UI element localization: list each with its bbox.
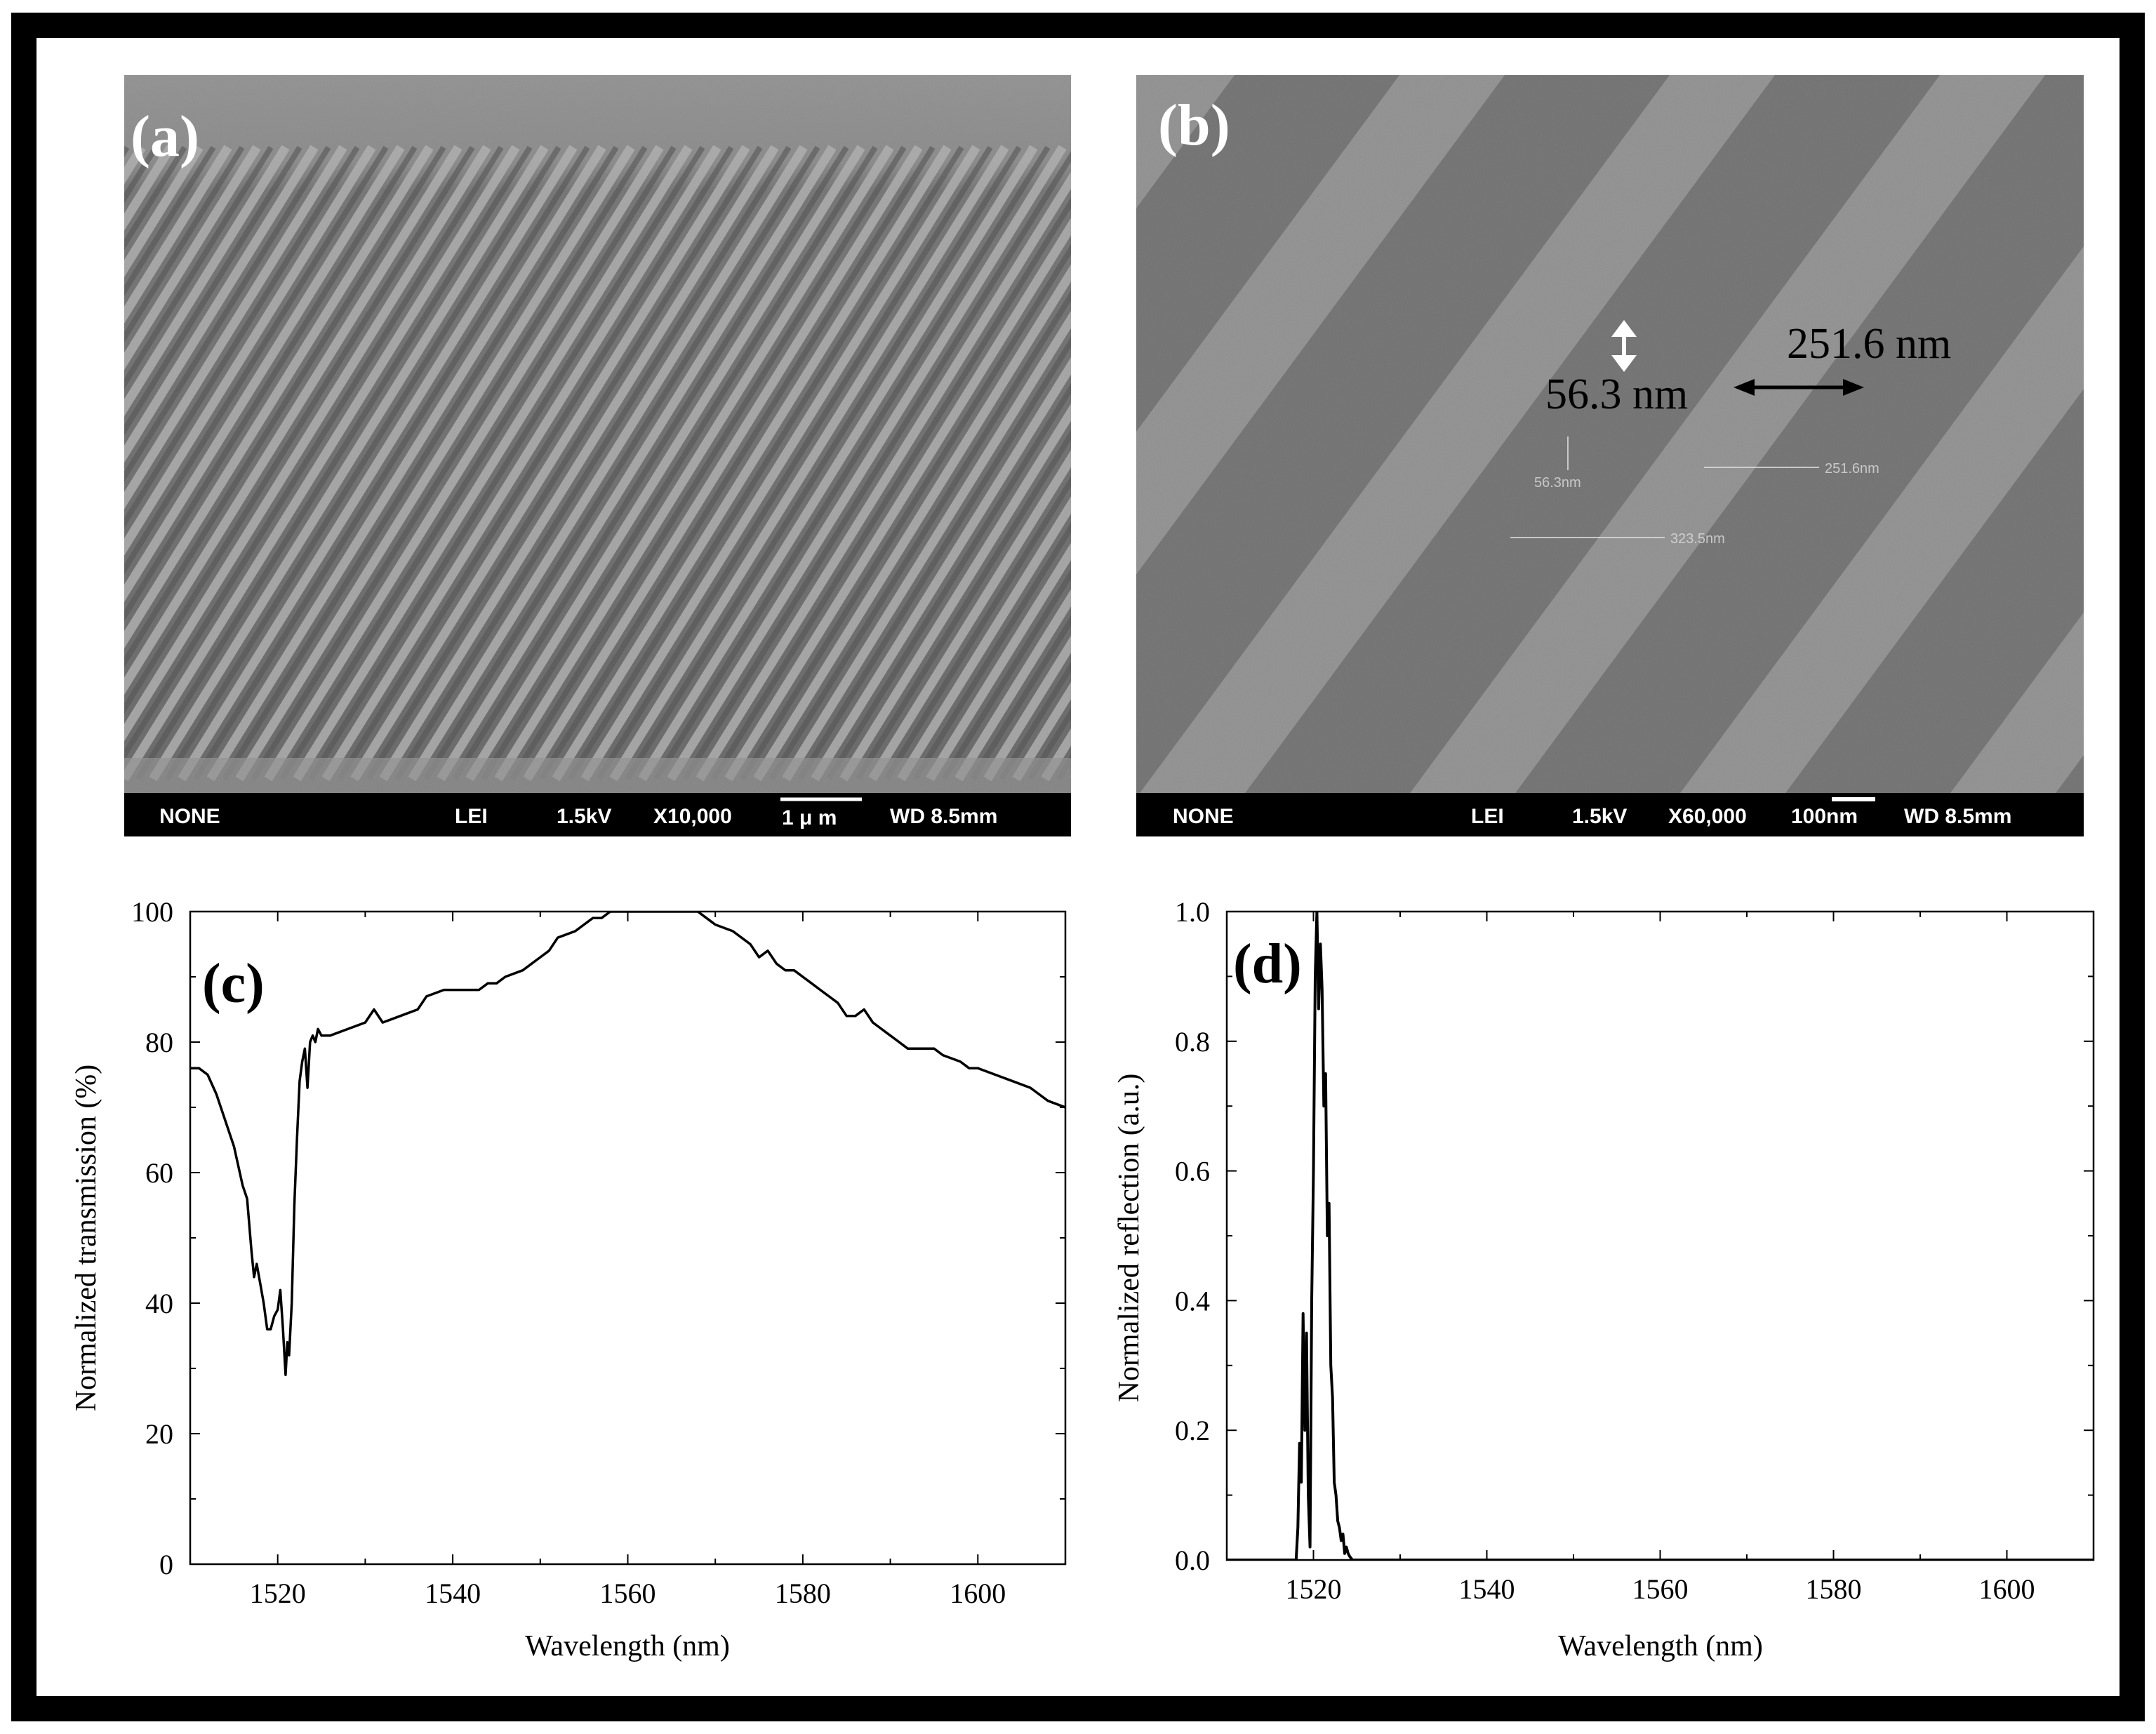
panel-a-sem-image: NONE LEI 1.5kV X10,000 1 μ m WD 8.5mm (a… bbox=[124, 75, 1071, 836]
sem-info-bar-a bbox=[124, 793, 1071, 836]
y-tick-label: 20 bbox=[145, 1418, 173, 1450]
chart-c-y-axis-label: Normalized transmission (%) bbox=[70, 1065, 102, 1412]
sem-magnification-a: X10,000 bbox=[653, 805, 732, 828]
x-tick-label: 1540 bbox=[425, 1578, 481, 1609]
x-tick-label: 1580 bbox=[775, 1578, 831, 1609]
figure-frame bbox=[11, 13, 2145, 1721]
x-tick-label: 1600 bbox=[1979, 1573, 2035, 1605]
y-tick-label: 0.0 bbox=[1175, 1545, 1210, 1576]
faint-period-label: 251.6nm bbox=[1825, 461, 1879, 476]
x-tick-label: 1520 bbox=[1286, 1573, 1342, 1605]
sem-detector-b: NONE bbox=[1173, 805, 1234, 828]
chart-c: 1520 1540 1560 1580 1600 0 20 40 60 80 100 (c) Wav… bbox=[70, 896, 1067, 1662]
y-tick-label: 1.0 bbox=[1175, 896, 1210, 928]
sem-working-distance-a: WD 8.5mm bbox=[890, 805, 997, 828]
y-tick-label: 0.2 bbox=[1175, 1415, 1210, 1446]
x-tick-label: 1560 bbox=[1632, 1573, 1689, 1605]
x-tick-label: 1580 bbox=[1806, 1573, 1862, 1605]
scale-text-b: 100nm bbox=[1791, 805, 1858, 828]
chart-d: 1520 1540 1560 1580 1600 0.0 0.2 0.4 0.6 0.8 1.0 (… bbox=[1113, 896, 2095, 1662]
transmission-series-line bbox=[190, 912, 1065, 1377]
period-dimension-arrow bbox=[1734, 379, 1864, 396]
faint-width-label: 323.5nm bbox=[1670, 531, 1725, 547]
sem-mode-b: LEI bbox=[1471, 805, 1504, 828]
y-tick-label: 40 bbox=[145, 1288, 173, 1319]
y-tick-label: 0.8 bbox=[1175, 1026, 1210, 1058]
chart-c-axes: 1520 1540 1560 1580 1600 0 20 40 60 80 100 bbox=[131, 896, 1067, 1609]
panel-label-c: (c) bbox=[202, 953, 265, 1015]
x-tick-label: 1540 bbox=[1459, 1573, 1515, 1605]
scale-text-a: 1 μ m bbox=[782, 806, 837, 829]
chart-d-axes: 1520 1540 1560 1580 1600 0.0 0.2 0.4 0.6 0.8 1.0 bbox=[1175, 896, 2095, 1605]
height-dimension-label: 56.3 nm bbox=[1545, 371, 1688, 418]
faint-height-label: 56.3nm bbox=[1534, 475, 1581, 491]
sem-detector-a: NONE bbox=[159, 805, 220, 828]
sem-working-distance-b: WD 8.5mm bbox=[1904, 805, 2011, 828]
chart-d-x-axis-label: Wavelength (nm) bbox=[1558, 1630, 1763, 1662]
panel-label-d: (d) bbox=[1233, 933, 1302, 995]
sem-magnification-b: X60,000 bbox=[1668, 805, 1747, 828]
y-tick-label: 0 bbox=[159, 1549, 173, 1580]
panel-b-sem-image: 56.3nm 251.6nm 323.5nm 56.3 nm 251.6 nm … bbox=[1136, 75, 2084, 836]
chart-d-y-axis-label: Normalized reflection (a.u.) bbox=[1113, 1074, 1145, 1403]
faint-annotations: 56.3nm 251.6nm 323.5nm bbox=[1510, 436, 1879, 547]
sem-voltage-a: 1.5kV bbox=[557, 805, 611, 828]
y-tick-label: 60 bbox=[145, 1157, 173, 1189]
x-tick-label: 1560 bbox=[600, 1578, 656, 1609]
y-tick-label: 100 bbox=[131, 896, 173, 928]
y-tick-label: 0.6 bbox=[1175, 1156, 1210, 1187]
x-tick-label: 1520 bbox=[250, 1578, 306, 1609]
sem-voltage-b: 1.5kV bbox=[1572, 805, 1627, 828]
period-dimension-label: 251.6 nm bbox=[1787, 320, 1951, 368]
sem-info-bar-b bbox=[1136, 793, 2084, 836]
panel-label-a: (a) bbox=[131, 104, 199, 169]
height-dimension-arrow bbox=[1611, 320, 1637, 372]
sem-mode-a: LEI bbox=[455, 805, 488, 828]
reflection-series-line bbox=[1227, 912, 2094, 1560]
y-tick-label: 80 bbox=[145, 1027, 173, 1058]
x-tick-label: 1600 bbox=[950, 1578, 1006, 1609]
y-tick-label: 0.4 bbox=[1175, 1285, 1210, 1316]
chart-c-x-axis-label: Wavelength (nm) bbox=[525, 1630, 730, 1662]
panel-label-b: (b) bbox=[1158, 93, 1230, 158]
